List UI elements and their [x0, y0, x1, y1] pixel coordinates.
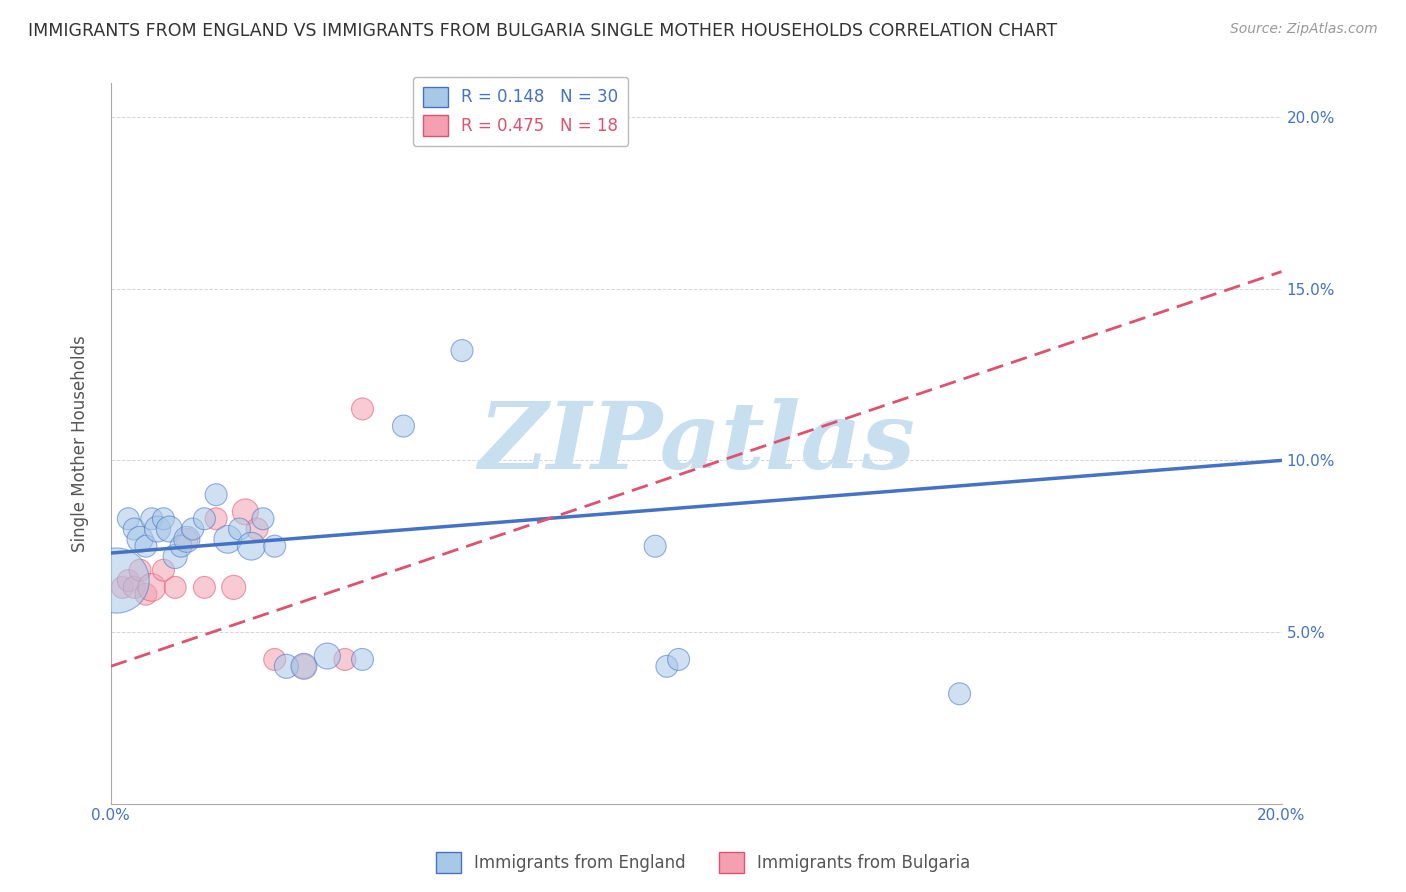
- Point: [135, 539, 157, 553]
- Point: [644, 539, 666, 553]
- Point: [129, 533, 152, 547]
- Point: [205, 512, 228, 526]
- Point: [392, 419, 415, 434]
- Point: [193, 512, 215, 526]
- Point: [292, 659, 315, 673]
- Point: [157, 522, 180, 536]
- Point: [948, 687, 970, 701]
- Point: [122, 522, 145, 536]
- Text: ZIPatlas: ZIPatlas: [478, 398, 915, 488]
- Text: Source: ZipAtlas.com: Source: ZipAtlas.com: [1230, 22, 1378, 37]
- Point: [292, 659, 315, 673]
- Point: [193, 581, 215, 595]
- Point: [181, 522, 204, 536]
- Point: [146, 522, 169, 536]
- Point: [263, 652, 285, 666]
- Point: [152, 563, 174, 577]
- Point: [141, 581, 163, 595]
- Point: [352, 652, 374, 666]
- Point: [316, 648, 339, 663]
- Legend: Immigrants from England, Immigrants from Bulgaria: Immigrants from England, Immigrants from…: [429, 846, 977, 880]
- Point: [117, 574, 139, 588]
- Legend: R = 0.148   N = 30, R = 0.475   N = 18: R = 0.148 N = 30, R = 0.475 N = 18: [413, 77, 628, 145]
- Point: [333, 652, 356, 666]
- Point: [222, 581, 245, 595]
- Point: [152, 512, 174, 526]
- Point: [252, 512, 274, 526]
- Point: [655, 659, 678, 673]
- Point: [352, 401, 374, 416]
- Point: [205, 488, 228, 502]
- Point: [276, 659, 298, 673]
- Point: [165, 581, 187, 595]
- Point: [668, 652, 690, 666]
- Point: [228, 522, 250, 536]
- Point: [451, 343, 474, 358]
- Point: [235, 505, 257, 519]
- Point: [176, 533, 198, 547]
- Point: [105, 574, 128, 588]
- Point: [170, 539, 193, 553]
- Point: [246, 522, 269, 536]
- Point: [176, 533, 198, 547]
- Point: [111, 581, 134, 595]
- Point: [240, 539, 263, 553]
- Point: [217, 533, 239, 547]
- Point: [135, 587, 157, 601]
- Point: [122, 581, 145, 595]
- Point: [165, 549, 187, 564]
- Y-axis label: Single Mother Households: Single Mother Households: [72, 334, 89, 551]
- Point: [117, 512, 139, 526]
- Text: IMMIGRANTS FROM ENGLAND VS IMMIGRANTS FROM BULGARIA SINGLE MOTHER HOUSEHOLDS COR: IMMIGRANTS FROM ENGLAND VS IMMIGRANTS FR…: [28, 22, 1057, 40]
- Point: [263, 539, 285, 553]
- Point: [141, 512, 163, 526]
- Point: [129, 563, 152, 577]
